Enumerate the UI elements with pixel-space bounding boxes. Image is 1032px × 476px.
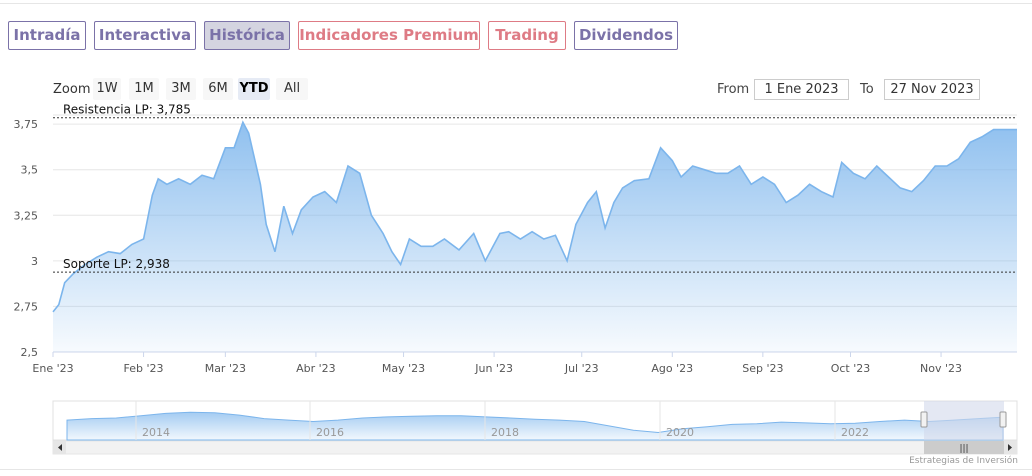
zoom-ytd-button[interactable]: YTD bbox=[238, 78, 270, 100]
from-date-input[interactable]: 1 Ene 2023 bbox=[754, 79, 849, 100]
navigator-series bbox=[66, 411, 1004, 441]
y-tick-label: 3,5 bbox=[21, 164, 39, 177]
x-tick-label: Abr '23 bbox=[296, 362, 336, 375]
scrollbar-grip-icon: ||| bbox=[959, 444, 968, 454]
tab-trading[interactable]: Trading bbox=[488, 21, 566, 50]
y-tick-label: 3,75 bbox=[14, 118, 39, 131]
tab-historica[interactable]: Histórica bbox=[204, 21, 290, 50]
y-tick-label: 3,25 bbox=[14, 209, 39, 222]
tab-intradia[interactable]: Intradía bbox=[8, 21, 86, 50]
x-tick-label: Jun '23 bbox=[474, 362, 513, 375]
top-divider bbox=[0, 3, 1032, 4]
zoom-1w-button[interactable]: 1W bbox=[93, 78, 121, 100]
tab-dividendos[interactable]: Dividendos bbox=[574, 21, 678, 50]
navigator-year-label: 2014 bbox=[142, 426, 170, 439]
to-date-input[interactable]: 27 Nov 2023 bbox=[884, 79, 980, 100]
zoom-1m-button[interactable]: 1M bbox=[129, 78, 159, 100]
x-tick-label: Ago '23 bbox=[651, 362, 693, 375]
tab-indicadores-premium[interactable]: Indicadores Premium bbox=[298, 21, 480, 50]
zoom-all-button[interactable]: All bbox=[276, 78, 308, 100]
arrow-left-icon bbox=[58, 444, 62, 451]
y-tick-label: 2,5 bbox=[21, 346, 39, 359]
navigator-year-label: 2018 bbox=[491, 426, 519, 439]
zoom-3m-button[interactable]: 3M bbox=[166, 78, 196, 100]
credit-text: Estrategias de Inversión bbox=[909, 456, 1018, 466]
y-tick-label: 2,75 bbox=[14, 300, 39, 313]
from-label: From bbox=[717, 82, 750, 97]
x-tick-label: Ene '23 bbox=[32, 362, 73, 375]
to-label: To bbox=[860, 82, 874, 97]
navigator-year-label: 2020 bbox=[666, 426, 694, 439]
x-tick-label: Oct '23 bbox=[831, 362, 871, 375]
price-line bbox=[52, 120, 1017, 313]
y-tick-label: 3 bbox=[31, 255, 38, 268]
x-tick-label: May '23 bbox=[382, 362, 425, 375]
x-tick-label: Jul '23 bbox=[564, 362, 599, 375]
support-label: Soporte LP: 2,938 bbox=[63, 257, 170, 271]
navigator-year-label: 2022 bbox=[841, 426, 869, 439]
scrollbar-thumb[interactable] bbox=[924, 441, 1004, 454]
zoom-label: Zoom bbox=[53, 82, 91, 97]
navigator-left-handle[interactable] bbox=[920, 411, 928, 428]
navigator-selection bbox=[924, 401, 1004, 440]
x-tick-label: Nov '23 bbox=[920, 362, 962, 375]
price-area bbox=[53, 122, 1017, 352]
arrow-right-icon bbox=[1008, 444, 1012, 451]
navigator-right-handle[interactable] bbox=[999, 411, 1007, 428]
scrollbar-track bbox=[52, 440, 1018, 455]
tab-interactiva[interactable]: Interactiva bbox=[94, 21, 196, 50]
x-tick-label: Feb '23 bbox=[124, 362, 164, 375]
x-tick-label: Mar '23 bbox=[205, 362, 246, 375]
zoom-6m-button[interactable]: 6M bbox=[203, 78, 233, 100]
x-tick-label: Sep '23 bbox=[742, 362, 783, 375]
navigator-year-label: 2016 bbox=[316, 426, 344, 439]
resistance-label: Resistencia LP: 3,785 bbox=[63, 103, 191, 117]
bottom-divider bbox=[0, 469, 1032, 470]
